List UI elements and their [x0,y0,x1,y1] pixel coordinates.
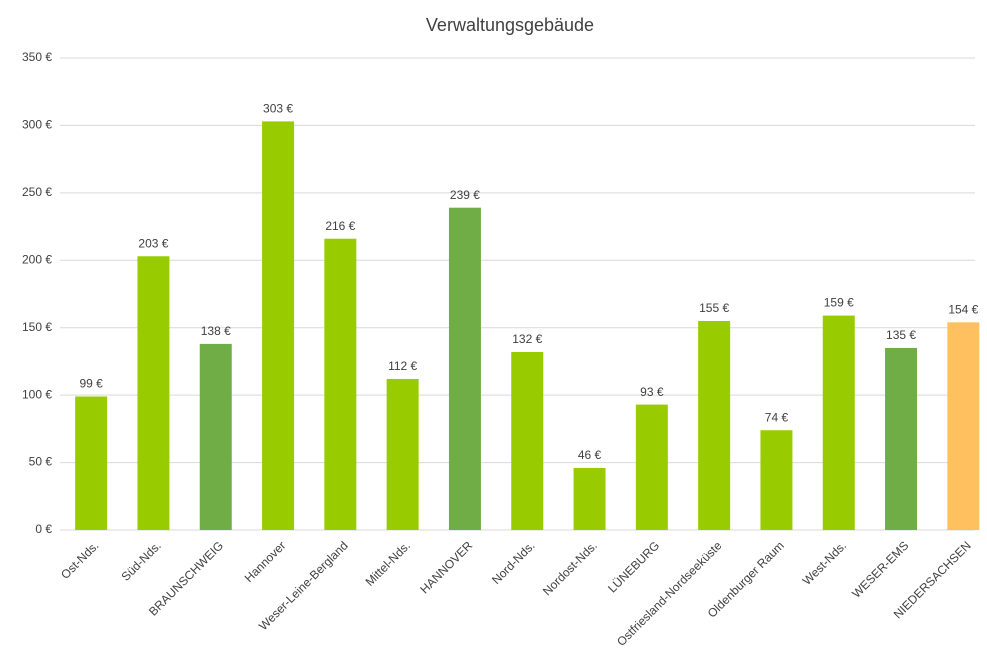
y-tick-label: 0 € [35,522,52,536]
y-tick-label: 300 € [22,118,52,132]
y-tick-label: 150 € [22,320,52,334]
data-label: 203 € [138,236,168,250]
x-tick-label: Ostfriesland-Nordseeküste [614,538,725,649]
bar [75,396,108,530]
data-label: 138 € [201,324,231,338]
bar [324,238,357,531]
x-tick-label: Nord-Nds. [489,538,538,587]
bar [760,430,793,530]
bar [386,378,419,530]
bar [573,467,606,530]
y-tick-label: 200 € [22,252,52,266]
x-tick-label: Hannover [242,538,289,585]
x-tick-label: Nordost-Nds. [540,538,600,598]
bar [885,347,918,530]
data-label: 303 € [263,102,293,116]
chart-title: Verwaltungsgebäude [426,15,594,35]
bar [698,320,731,530]
x-tick-label: Mittel-Nds. [363,538,413,588]
data-label: 93 € [640,385,664,399]
bar [635,404,668,530]
data-label: 159 € [824,296,854,310]
data-label: 154 € [948,302,978,316]
data-label: 216 € [325,219,355,233]
x-tick-label: LÜNEBURG [605,538,662,595]
x-tick-label: WESER-EMS [849,538,911,600]
y-tick-label: 350 € [22,50,52,64]
x-tick-label: Süd-Nds. [119,538,164,583]
data-label: 74 € [765,410,789,424]
bar [511,351,544,530]
bar [137,256,170,530]
data-label: 99 € [79,377,103,391]
x-tick-label: West-Nds. [800,538,849,587]
data-label: 112 € [388,359,417,373]
y-tick-label: 250 € [22,185,52,199]
bar [822,315,855,530]
y-tick-label: 50 € [29,455,53,469]
y-tick-label: 100 € [22,387,52,401]
data-label: 46 € [578,448,602,462]
x-tick-label: HANNOVER [417,538,475,596]
bar [947,322,980,530]
bar [448,207,481,531]
data-label: 135 € [886,328,916,342]
bar [262,121,295,530]
data-label: 239 € [450,188,480,202]
data-label: 155 € [699,301,729,315]
data-label: 132 € [512,332,542,346]
bar [199,343,232,530]
x-tick-label: Ost-Nds. [58,538,101,581]
